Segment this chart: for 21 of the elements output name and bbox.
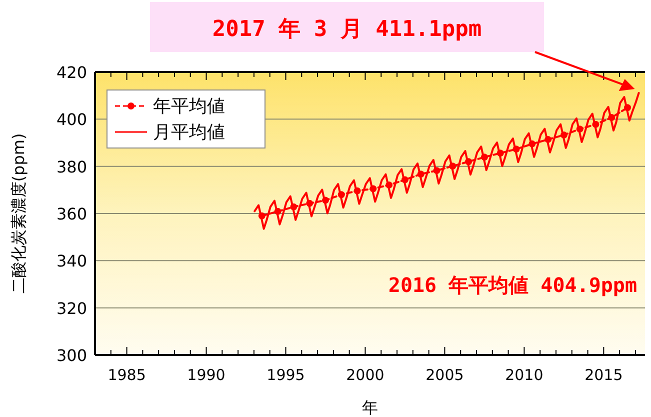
x-tick-label: 2000 xyxy=(346,366,384,384)
text: 2017 年 3 月 411.1ppm xyxy=(212,17,482,42)
y-tick-label: 340 xyxy=(56,252,87,271)
annotation: 2016 年平均値 404.9ppm xyxy=(388,273,637,297)
y-tick-label: 400 xyxy=(56,110,87,130)
y-tick-label: 320 xyxy=(56,298,87,318)
x-tick-label: 1990 xyxy=(187,366,226,384)
y-axis-title: 二酸化炭素濃度(ppm) xyxy=(9,133,28,294)
x-tick-label: 1995 xyxy=(266,366,305,384)
y-tick-label: 420 xyxy=(56,63,87,82)
y-tick-label: 380 xyxy=(56,157,87,176)
x-tick-label: 2010 xyxy=(505,366,544,384)
y-tick-label: 300 xyxy=(56,346,87,365)
x-tick-label: 1985 xyxy=(108,366,146,384)
x-tick-label: 2015 xyxy=(584,366,623,384)
x-axis-title: 年 xyxy=(362,398,378,417)
legend-label: 年平均値 xyxy=(153,96,225,117)
y-tick-label: 360 xyxy=(56,204,87,224)
line-series xyxy=(254,92,640,230)
legend-label: 月平均値 xyxy=(153,122,225,143)
x-tick-label: 2005 xyxy=(426,366,464,384)
